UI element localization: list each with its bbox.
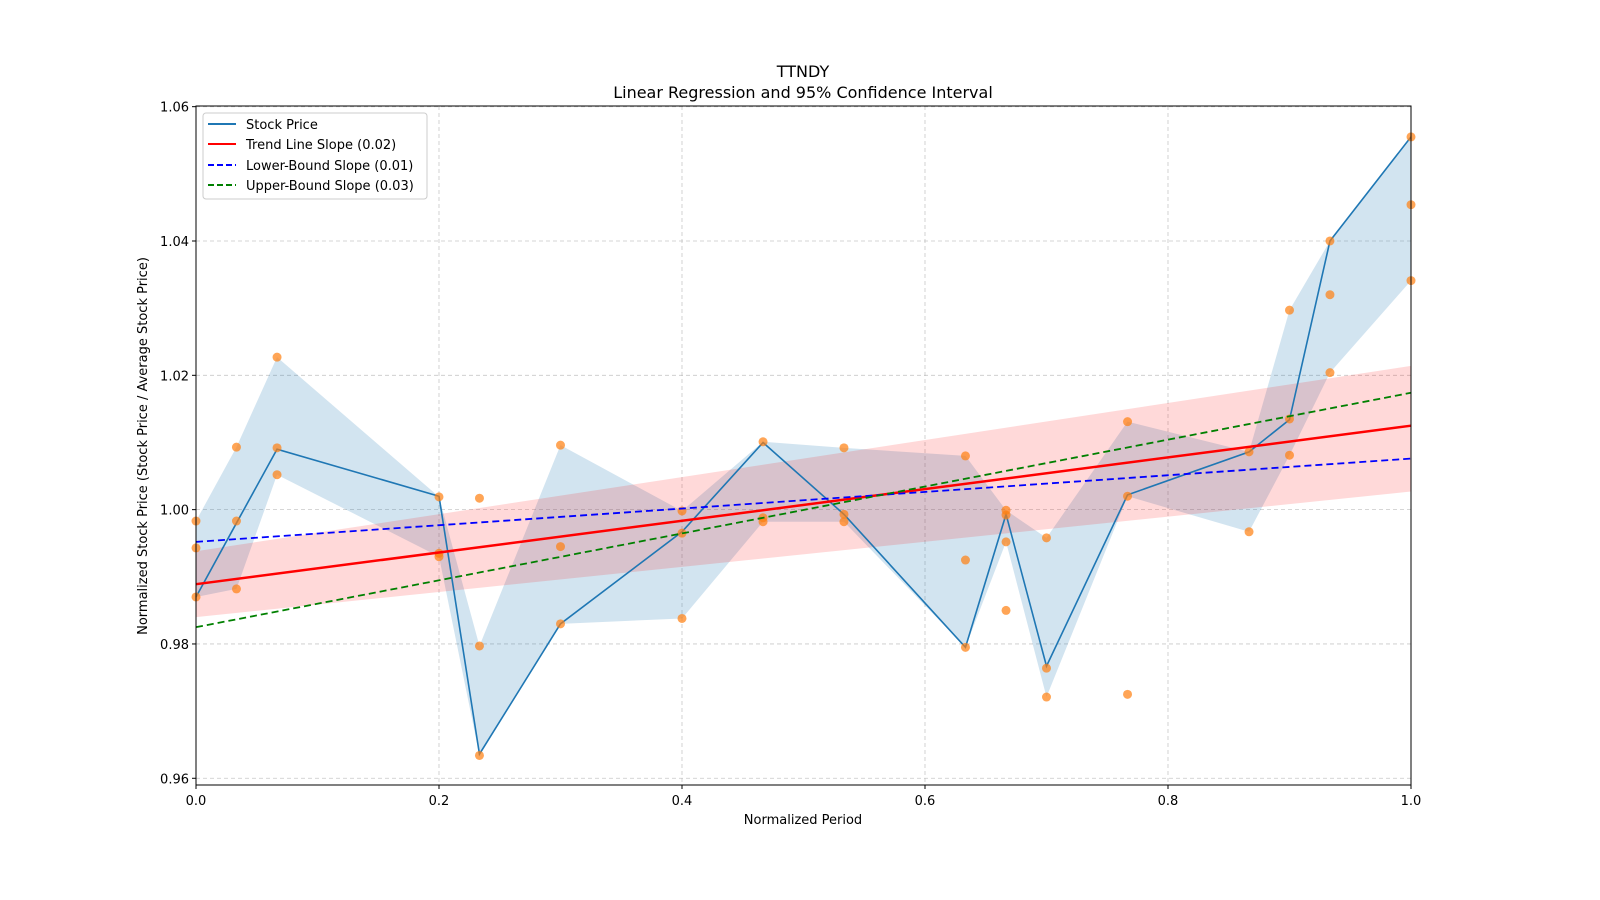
x-tick-label: 0.0 (186, 794, 207, 809)
x-tick-label: 1.0 (1401, 794, 1422, 809)
y-tick-label: 1.04 (160, 235, 189, 250)
scatter-point (1123, 417, 1133, 427)
scatter-point (556, 619, 565, 629)
legend-box (202, 112, 428, 200)
scatter-point (1123, 491, 1133, 501)
scatter-point (1285, 305, 1294, 315)
scatter-point (839, 517, 849, 527)
trend-confidence-band (196, 365, 1411, 618)
scatter-point (556, 542, 565, 552)
upper-bound-line (195, 391, 1412, 629)
y-tick-label: 0.98 (160, 638, 189, 653)
legend-label-lower-bound: Lower-Bound Slope (0.01) (246, 159, 413, 174)
scatter-point (1042, 692, 1051, 702)
scatter-point (960, 555, 970, 565)
y-tick-label: 1.02 (160, 369, 189, 384)
scatter-point (1244, 447, 1254, 457)
scatter-point (677, 613, 687, 623)
scatter-point (839, 509, 849, 519)
scatter-point (474, 750, 484, 760)
scatter-point (758, 517, 768, 527)
scatter-point (758, 437, 768, 447)
scatter-point (1001, 510, 1011, 520)
scatter-point (1001, 605, 1011, 615)
scatter-point (1001, 537, 1011, 547)
y-tick-label: 0.96 (160, 772, 189, 787)
legend-label-upper-bound: Upper-Bound Slope (0.03) (246, 179, 414, 194)
legend-label-stock-price: Stock Price (246, 118, 318, 133)
scatter-point (1042, 663, 1051, 673)
x-tick-label: 0.2 (429, 794, 450, 809)
legend-label-trend-line: Trend Line Slope (0.02) (245, 138, 396, 153)
scatter-point (960, 642, 970, 652)
scatter-point (231, 516, 241, 526)
lower-bound-line (195, 457, 1412, 543)
scatter-point (1325, 236, 1335, 246)
scatter-point (272, 352, 282, 362)
x-tick-label: 0.4 (672, 794, 693, 809)
x-tick-label: 0.6 (915, 794, 936, 809)
y-tick-label: 1.06 (160, 101, 189, 116)
chart-subtitle: Linear Regression and 95% Confidence Int… (613, 83, 993, 102)
scatter-point (474, 493, 484, 503)
y-axis: 0.96 0.98 1.00 1.02 1.04 1.06 (160, 101, 196, 787)
scatter-point (1244, 527, 1254, 537)
scatter-point (272, 443, 282, 453)
scatter-point (474, 641, 484, 651)
scatter-point (272, 470, 282, 480)
x-tick-label: 0.8 (1158, 794, 1179, 809)
scatter-point (1285, 450, 1294, 460)
scatter-point (231, 442, 241, 452)
scatter-point (1042, 533, 1051, 543)
scatter-point (231, 584, 241, 594)
y-axis-label: Normalized Stock Price (Stock Price / Av… (136, 257, 151, 635)
legend: Stock Price Trend Line Slope (0.02) Lowe… (202, 112, 428, 200)
scatter-point (960, 451, 970, 461)
scatter-point (434, 492, 444, 502)
stock-price-band (196, 136, 1411, 756)
x-axis: 0.0 0.2 0.4 0.6 0.8 1.0 (186, 785, 1422, 809)
scatter-point (1325, 368, 1335, 378)
chart-title: TTNDY (776, 62, 830, 81)
scatter-point (839, 443, 849, 453)
scatter-point (556, 440, 565, 450)
scatter-point (1123, 689, 1133, 699)
plot-area (191, 132, 1416, 760)
y-tick-label: 1.00 (160, 504, 189, 519)
trend-line (195, 424, 1412, 586)
axes-frame (195, 105, 1412, 786)
scatter-point (1325, 290, 1335, 300)
x-axis-label: Normalized Period (744, 813, 862, 828)
